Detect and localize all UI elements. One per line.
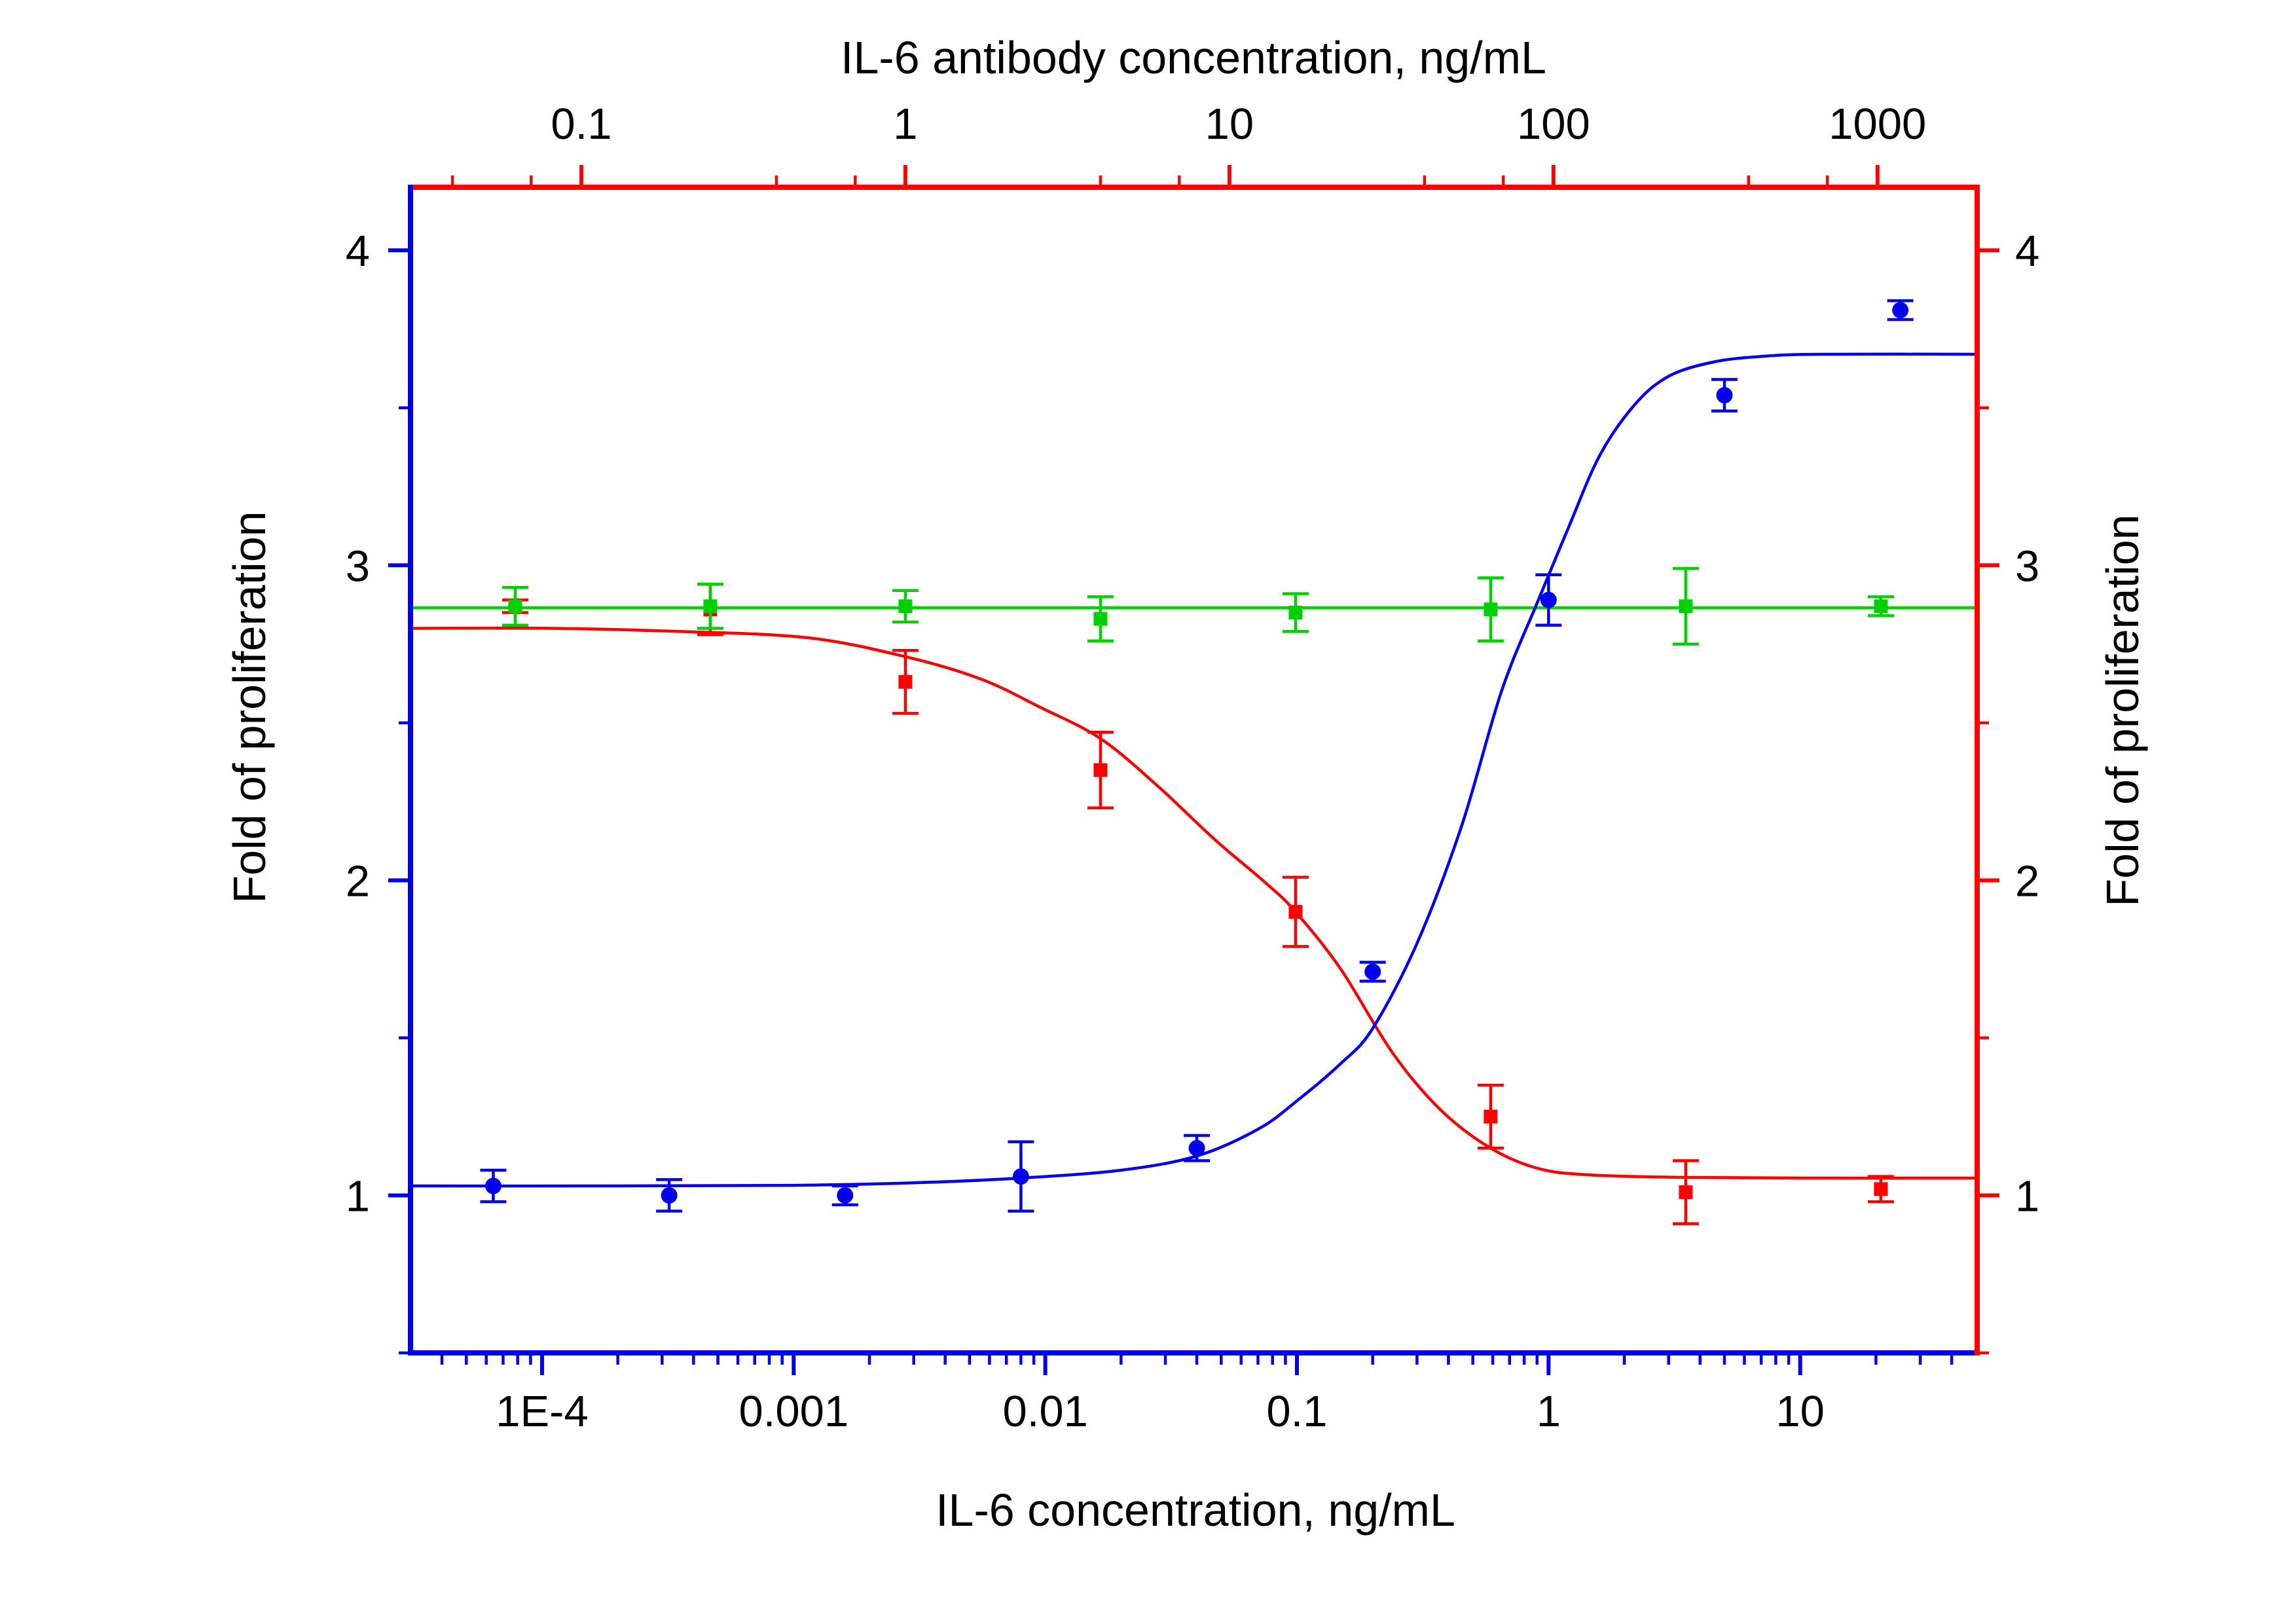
data-point xyxy=(484,1177,501,1194)
top-axis-ticks xyxy=(450,165,1880,187)
series-red-squares xyxy=(501,582,1894,1226)
left-axis-ticks xyxy=(388,248,410,1355)
data-point xyxy=(898,674,913,689)
left-axis-tick-label: 2 xyxy=(346,857,370,906)
data-point xyxy=(1093,763,1108,777)
data-point xyxy=(1679,599,1693,614)
data-point xyxy=(1012,1168,1029,1185)
data-point xyxy=(1188,1139,1205,1156)
right-axis-tick-label: 1 xyxy=(2015,1172,2039,1221)
top-axis-tick-label: 1000 xyxy=(1829,100,1926,149)
top-axis-tick-label: 100 xyxy=(1517,100,1590,149)
top-axis-tick-label: 10 xyxy=(1205,100,1254,149)
bottom-axis-title: IL-6 concentration, ng/mL xyxy=(936,1485,1455,1536)
bottom-axis-tick-label: 0.1 xyxy=(1266,1387,1327,1436)
data-point xyxy=(898,599,913,614)
bottom-axis-ticks xyxy=(440,1353,1954,1375)
axes xyxy=(388,165,1999,1375)
data-point xyxy=(837,1187,854,1204)
data-point xyxy=(508,599,522,614)
right-axis-tick-label: 3 xyxy=(2015,542,2039,591)
data-point xyxy=(1288,605,1303,619)
left-axis-tick-label: 1 xyxy=(346,1172,370,1221)
data-point xyxy=(1874,1182,1888,1196)
data-point xyxy=(1484,602,1498,617)
left-axis-title: Fold of proliferation xyxy=(224,511,275,903)
bottom-axis-tick-label: 1E-4 xyxy=(496,1387,589,1436)
data-point xyxy=(1364,963,1381,980)
fit-curves xyxy=(410,352,1978,1188)
data-point xyxy=(1874,599,1888,614)
bottom-axis-tick-label: 0.001 xyxy=(738,1387,848,1436)
right-axis-ticks xyxy=(1977,248,1999,1355)
top-axis-tick-label: 1 xyxy=(893,100,917,149)
right-axis-tick-label: 4 xyxy=(2015,227,2039,276)
data-point xyxy=(661,1187,678,1204)
data-point xyxy=(1679,1185,1693,1200)
data-point xyxy=(1540,591,1557,608)
bottom-axis-labels: 1E-4 0.001 0.01 0.1 1 10 xyxy=(496,1387,1825,1436)
right-axis-title: Fold of proliferation xyxy=(2097,514,2148,906)
data-point xyxy=(1093,612,1108,626)
blue-fit-curve xyxy=(410,352,1977,1188)
left-axis-tick-label: 4 xyxy=(346,227,370,276)
right-axis-tick-label: 2 xyxy=(2015,857,2039,906)
bottom-axis-tick-label: 0.01 xyxy=(1002,1387,1087,1436)
bottom-axis-tick-label: 10 xyxy=(1776,1387,1825,1436)
top-axis-tick-label: 0.1 xyxy=(551,100,611,149)
data-point xyxy=(1288,904,1303,919)
data-point xyxy=(1892,302,1909,319)
data-point xyxy=(1484,1109,1498,1124)
data-series xyxy=(480,299,1914,1226)
top-axis-labels: 0.1 1 10 100 1000 xyxy=(551,100,1926,149)
bottom-axis-tick-label: 1 xyxy=(1537,1387,1561,1436)
series-green-squares xyxy=(501,566,1894,646)
tick-labels: 0.1 1 10 100 1000 1E-4 0.001 0.01 0.1 1 10 1 2 3 4 1 2 3 4 xyxy=(346,100,2040,1436)
data-point xyxy=(1716,387,1733,404)
red-fit-curve xyxy=(410,626,1978,1180)
left-axis-tick-label: 3 xyxy=(346,542,370,591)
series-blue-circles xyxy=(480,299,1914,1213)
data-point xyxy=(703,599,718,614)
top-axis-title: IL-6 antibody concentration, ng/mL xyxy=(841,32,1546,83)
